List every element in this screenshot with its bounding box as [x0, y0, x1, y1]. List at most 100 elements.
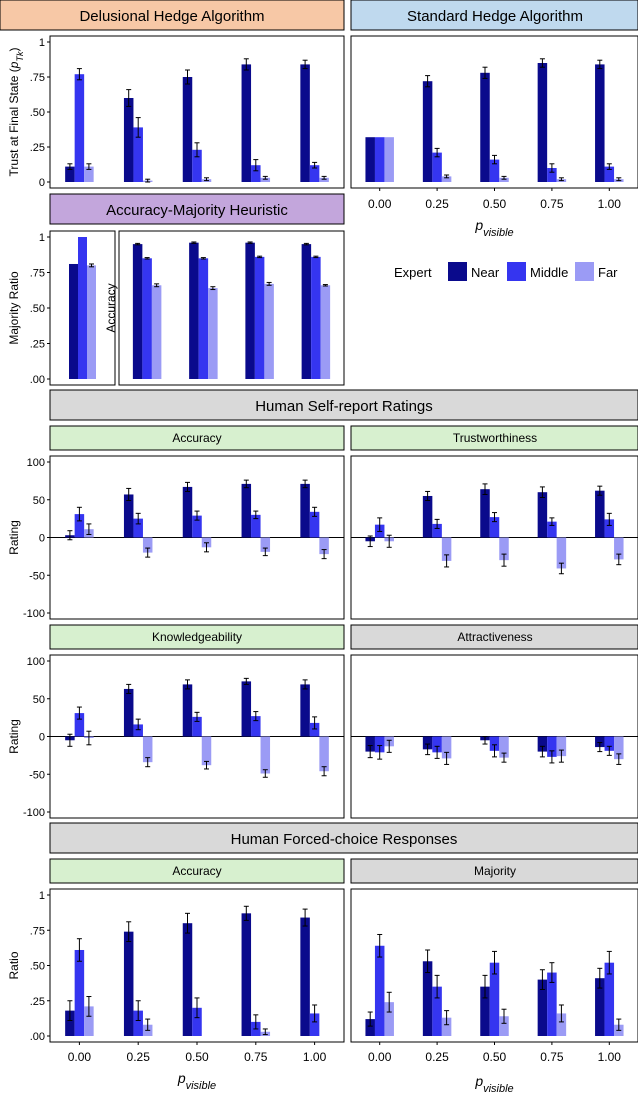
bar-middle: [198, 258, 209, 379]
bar-middle: [133, 724, 143, 737]
bar-middle: [133, 1010, 143, 1036]
bar-near: [300, 684, 310, 737]
bar-middle: [74, 713, 85, 737]
bar-middle: [192, 716, 202, 737]
strip-sr-accuracy-label: Accuracy: [172, 431, 221, 445]
bar-middle: [192, 515, 202, 538]
bar-middle: [547, 972, 557, 1036]
bar-near: [422, 961, 433, 1036]
bar-far: [319, 736, 329, 772]
strip-delusional: [0, 0, 345, 31]
bar-middle: [432, 736, 442, 753]
bar-far: [208, 288, 218, 379]
bar-near: [595, 490, 605, 538]
bar-far: [260, 736, 271, 774]
strip-forced-label: Human Forced-choice Responses: [231, 831, 458, 848]
bar-middle: [192, 1007, 202, 1036]
y-tick-label: .25: [30, 339, 45, 351]
bar-near: [300, 483, 310, 538]
x-tick-label: 0.50: [483, 1050, 507, 1064]
y-tick-label: 100: [27, 457, 45, 469]
bar-near: [422, 495, 433, 538]
y-tick-label: -50: [29, 570, 45, 582]
strip-standard: [350, 0, 638, 31]
bar-near: [182, 684, 193, 737]
x-axis-label: pvisible: [177, 1070, 216, 1092]
bar-far: [614, 537, 624, 560]
bar-far: [87, 265, 96, 379]
bar-far: [499, 537, 509, 561]
legend-label-middle: Middle: [530, 265, 568, 280]
x-tick-label: 0.25: [425, 197, 449, 211]
strip-delusional-label: Delusional Hedge Algorithm: [79, 8, 264, 25]
panel-majority_ratio: .00 .25 .50 .75 1 Majority Ratio: [7, 230, 116, 386]
bar-middle: [489, 736, 500, 751]
y-tick-label: .50: [30, 107, 45, 119]
legend-title: Expert: [394, 265, 432, 280]
bar-near: [300, 64, 310, 182]
bar-near: [537, 492, 548, 538]
bar-near: [132, 244, 143, 379]
legend-swatch-near: [448, 262, 467, 281]
bar-near: [189, 242, 199, 379]
y-tick-label: 0: [39, 533, 45, 545]
bar-far: [320, 285, 331, 379]
strip-sr-knowledge: [49, 624, 345, 650]
strip-forced: [49, 822, 638, 854]
x-tick-label: 0.75: [244, 1050, 268, 1064]
panel-fc_majority: [350, 888, 638, 1043]
y-axis-label: Rating: [7, 520, 21, 555]
x-tick-label: 0.50: [483, 197, 507, 211]
strip-selfreport: [49, 389, 638, 421]
bar-near: [480, 489, 490, 538]
bar-middle: [133, 518, 143, 538]
y-tick-label: .50: [30, 303, 45, 315]
x-tick-label: 0.25: [425, 1050, 449, 1064]
y-tick-label: 0: [39, 177, 45, 189]
bar-far: [264, 283, 274, 379]
bar-far: [441, 537, 452, 561]
x-tick-label: 0.00: [68, 1050, 92, 1064]
strip-selfreport-label: Human Self-report Ratings: [255, 398, 433, 415]
y-tick-label: .50: [30, 961, 45, 973]
bar-middle: [374, 945, 385, 1036]
bar-middle: [604, 736, 615, 751]
bar-near: [69, 263, 78, 379]
y-tick-label: 0: [39, 732, 45, 744]
bar-middle: [489, 517, 500, 538]
x-tick-label: 1.00: [303, 1050, 327, 1064]
bar-middle: [547, 521, 557, 538]
bar-near: [537, 979, 548, 1036]
bar-far: [84, 1006, 94, 1036]
y-axis-label: Trust at Final State (pTk): [7, 48, 25, 177]
panel-fc_accuracy: .00 .25 .50 .75 1 Ratio: [7, 888, 345, 1043]
bar-near: [241, 681, 252, 737]
legend-swatch-far: [575, 262, 594, 281]
bar-near: [65, 1010, 75, 1036]
strip-fc-accuracy-label: Accuracy: [172, 864, 221, 878]
y-tick-label: .75: [30, 268, 45, 280]
bar-near: [365, 736, 375, 752]
x-tick-label: 1.00: [598, 1050, 622, 1064]
bar-far: [384, 137, 394, 182]
bar-near: [182, 77, 193, 182]
y-tick-label: 100: [27, 656, 45, 668]
y-tick-label: .75: [30, 72, 45, 84]
strip-sr-attract: [350, 624, 638, 650]
bar-far: [441, 736, 452, 759]
bar-near: [595, 736, 605, 748]
strip-sr-trust-label: Trustworthiness: [453, 431, 537, 445]
bar-near: [123, 98, 134, 182]
bar-near: [241, 913, 252, 1036]
bar-middle: [251, 165, 261, 182]
y-tick-label: 1: [39, 232, 45, 244]
bar-far: [142, 736, 153, 763]
bar-middle: [309, 722, 320, 737]
bar-middle: [374, 736, 385, 753]
y-tick-label: 50: [33, 694, 45, 706]
bar-far: [142, 537, 153, 553]
y-tick-label: -100: [23, 608, 45, 620]
bar-middle: [309, 511, 320, 538]
bar-near: [241, 64, 252, 182]
y-tick-label: -50: [29, 769, 45, 781]
